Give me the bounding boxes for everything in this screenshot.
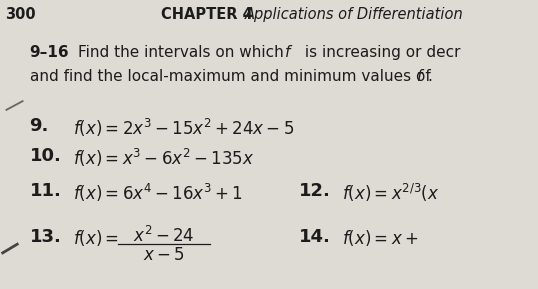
Text: 12.: 12. xyxy=(299,182,330,200)
Text: f: f xyxy=(417,69,422,84)
Text: 13.: 13. xyxy=(30,228,61,246)
Text: $f(x) = 6x^4 - 16x^3 + 1$: $f(x) = 6x^4 - 16x^3 + 1$ xyxy=(73,182,243,204)
Text: 9.: 9. xyxy=(30,117,49,135)
Text: f: f xyxy=(285,45,291,60)
Text: $f(x) =$: $f(x) =$ xyxy=(73,228,119,248)
Text: $f(x) = x^3 - 6x^2 - 135x$: $f(x) = x^3 - 6x^2 - 135x$ xyxy=(73,147,254,169)
Text: CHAPTER 4: CHAPTER 4 xyxy=(161,7,253,22)
Text: .: . xyxy=(428,69,433,84)
Text: and find the local‐maximum and minimum values of: and find the local‐maximum and minimum v… xyxy=(30,69,435,84)
Text: Find the intervals on which: Find the intervals on which xyxy=(78,45,288,60)
Text: $f(x) = x +$: $f(x) = x +$ xyxy=(342,228,418,248)
Text: 11.: 11. xyxy=(30,182,61,200)
Text: $f(x) = x^{2/3}(x$: $f(x) = x^{2/3}(x$ xyxy=(342,182,439,204)
Text: Applications of Differentiation: Applications of Differentiation xyxy=(245,7,464,22)
Text: $x - 5$: $x - 5$ xyxy=(143,246,185,264)
Text: 14.: 14. xyxy=(299,228,330,246)
Text: 10.: 10. xyxy=(30,147,61,165)
Text: $x^2 - 24$: $x^2 - 24$ xyxy=(133,225,195,246)
Text: 300: 300 xyxy=(5,7,36,22)
Text: is increasing or decr: is increasing or decr xyxy=(300,45,461,60)
Text: 9–16: 9–16 xyxy=(30,45,69,60)
Text: $f(x) = 2x^3 - 15x^2 + 24x - 5$: $f(x) = 2x^3 - 15x^2 + 24x - 5$ xyxy=(73,117,294,139)
